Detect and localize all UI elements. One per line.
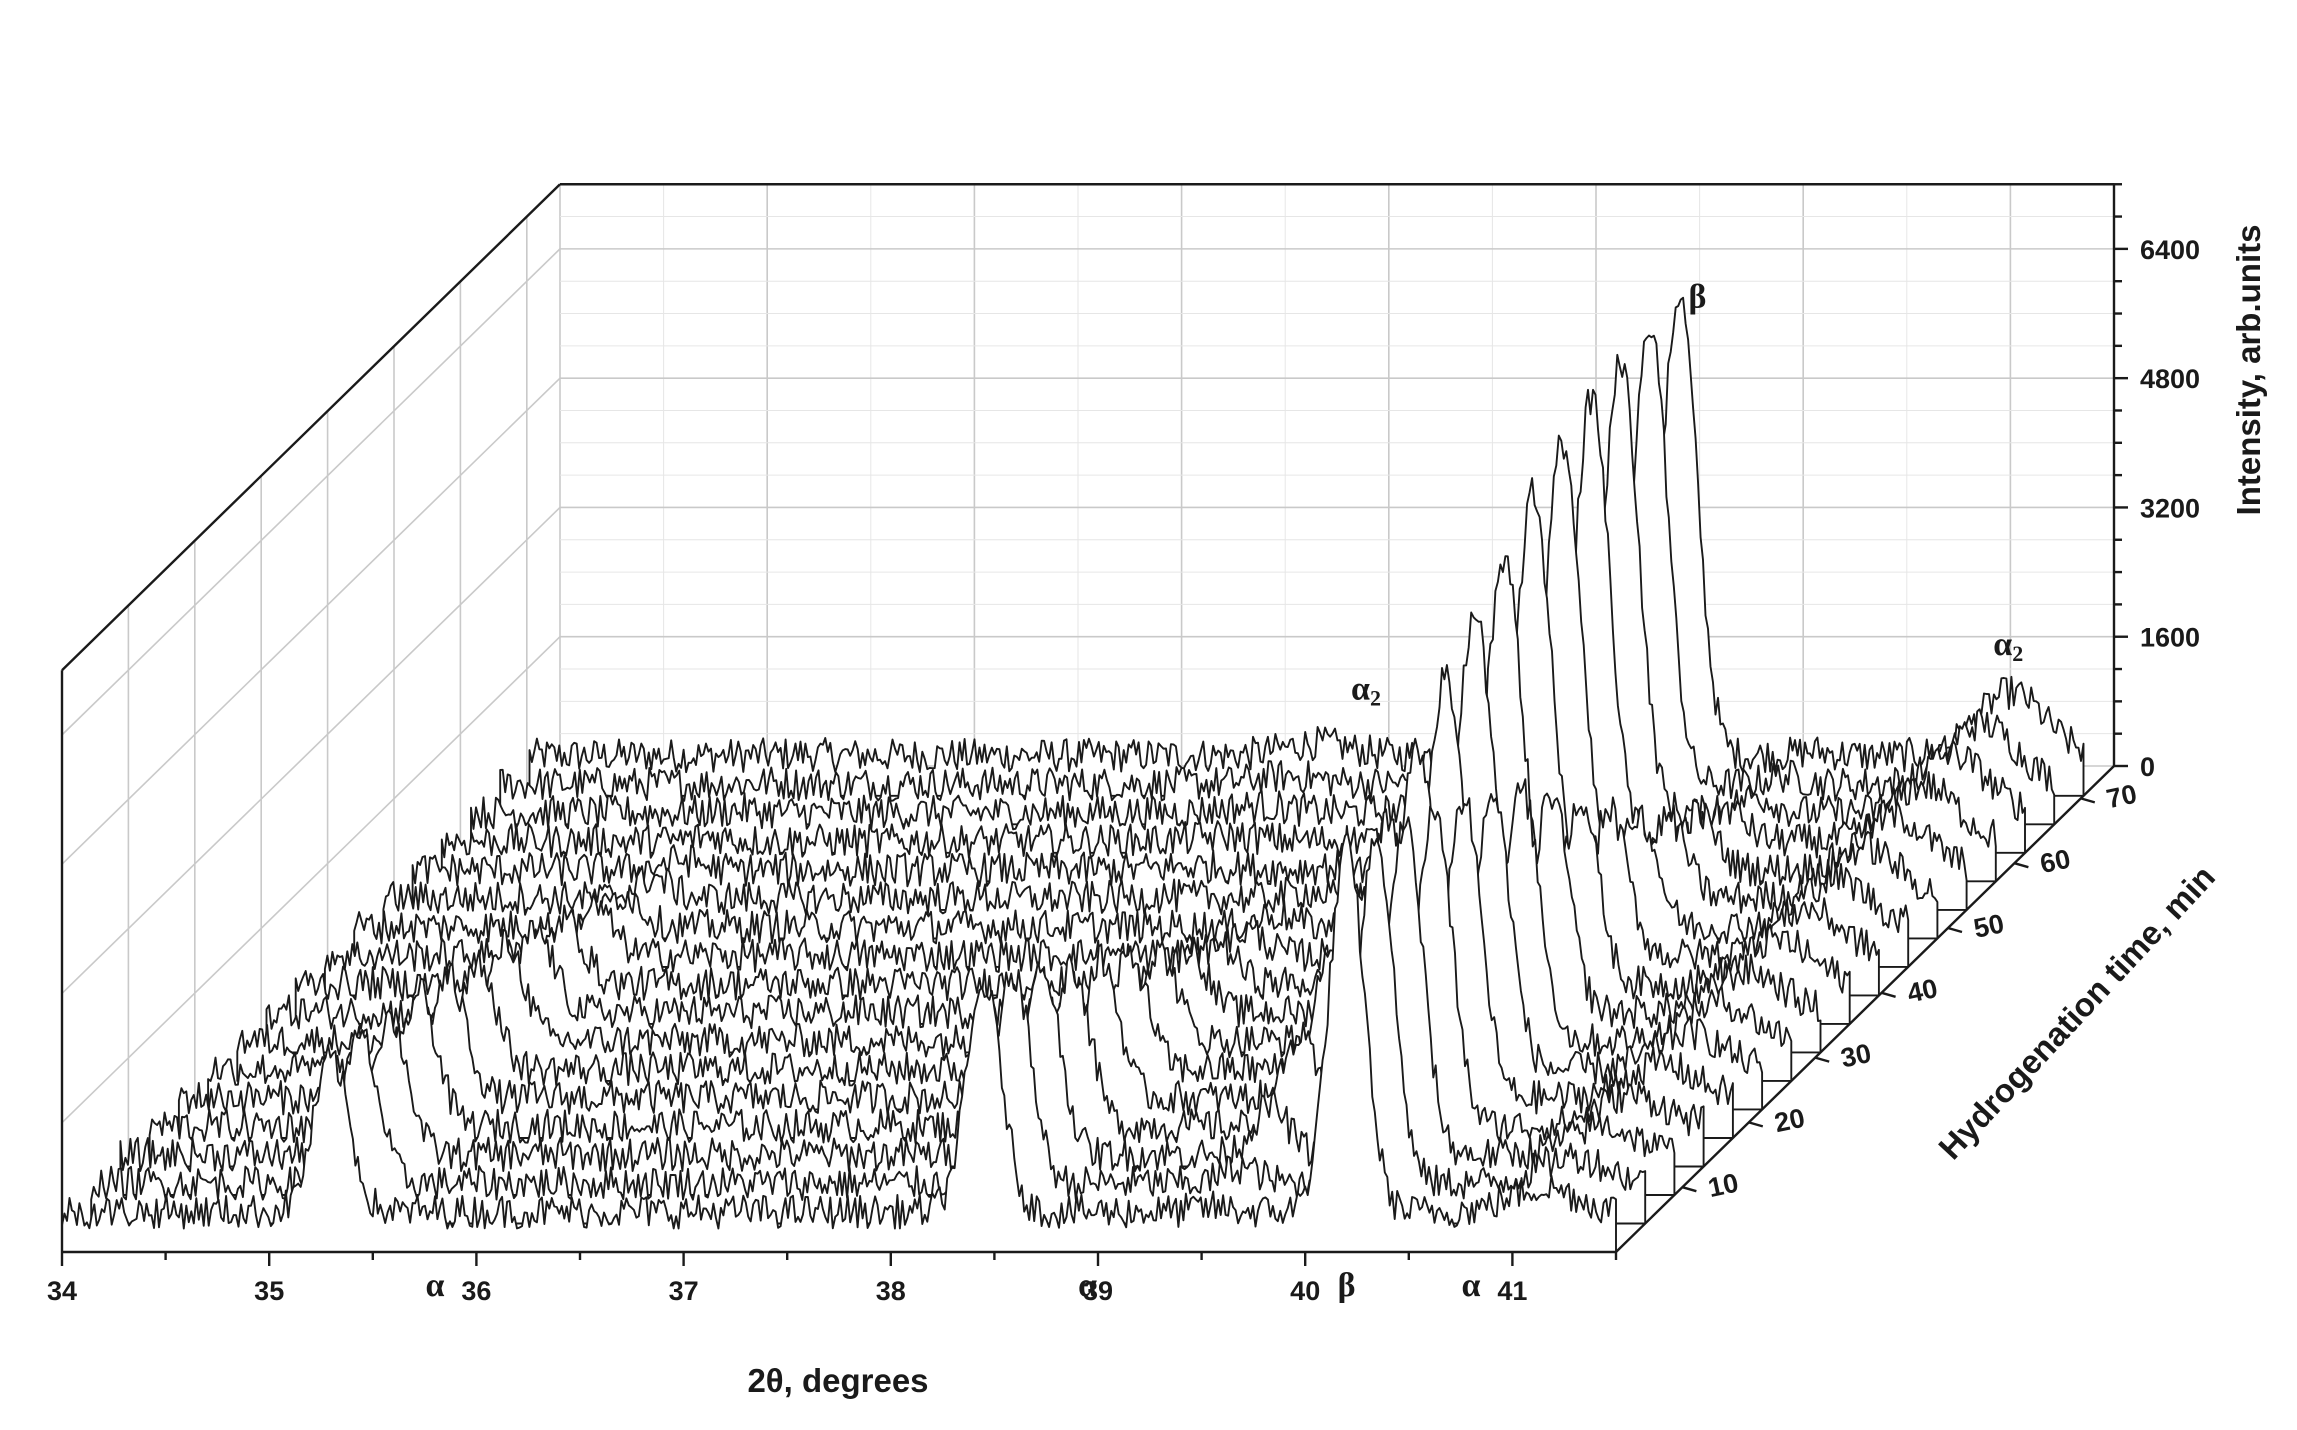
left-grid-hline [61, 636, 561, 1124]
x-tick-label: 35 [254, 1276, 284, 1306]
x-tick-label: 41 [1497, 1276, 1527, 1306]
spectrum-line-1 [61, 831, 1617, 1253]
spectrum-line-14 [440, 388, 1997, 883]
y-tick-mark [1814, 1056, 1830, 1063]
x-tick-label: 38 [876, 1276, 906, 1306]
z-axis-title: Intensity, arb.units [2230, 225, 2267, 516]
spectra-traces [61, 296, 2085, 1253]
y-tick-label: 10 [1705, 1167, 1741, 1203]
peak-label: β [1338, 1267, 1356, 1304]
x-tick-label: 39 [1083, 1276, 1113, 1306]
y-tick-label: 40 [1905, 973, 1941, 1009]
y-tick-mark [2014, 862, 2029, 869]
y-axis-title: Hydrogenation time, min [1931, 858, 2222, 1166]
back-wall-grid [559, 183, 2115, 767]
spectrum-line-13 [411, 434, 1968, 911]
x-tick-label: 34 [47, 1276, 77, 1306]
y-tick-label: 60 [2037, 843, 2073, 879]
spectrum-line-17 [528, 296, 2085, 797]
y-tick-mark [2080, 797, 2096, 804]
y-tick-mark [1682, 1186, 1697, 1193]
y-tick-mark [1947, 926, 1963, 934]
z-tick-label: 3200 [2140, 493, 2200, 523]
x-tick-label: 37 [669, 1276, 699, 1306]
z-tick-label: 6400 [2140, 235, 2200, 265]
left-grid-hline [61, 377, 561, 865]
x-axis-ticks: 34 35 36 37 38 39 40 41 [47, 1252, 1618, 1306]
z-tick-label: 4800 [2140, 364, 2200, 394]
peak-label: α [1078, 1267, 1097, 1304]
z-tick-label: 1600 [2140, 623, 2200, 653]
spectrum-line-16 [499, 334, 2056, 826]
peak-label: α [1461, 1267, 1480, 1304]
x-axis-title: 2θ, degrees [747, 1362, 928, 1399]
axis-frame [60, 183, 2116, 1254]
y-tick-label: 50 [1971, 908, 2007, 944]
spectrum-line-2 [90, 838, 1647, 1225]
left-grid-hline [61, 248, 561, 736]
spectrum-line-4 [148, 805, 1705, 1168]
x-tick-label: 36 [461, 1276, 491, 1306]
peak-label: α2 [1351, 670, 1381, 710]
peak-label: α2 [1993, 626, 2023, 666]
y-tick-label: 30 [1838, 1038, 1874, 1074]
y-tick-mark [1881, 991, 1896, 998]
y-tick-mark [1748, 1121, 1764, 1128]
z-tick-label: 0 [2140, 752, 2155, 782]
z-axis-ticks: 0 1600 3200 4800 6400 [2114, 183, 2200, 782]
left-wall-grid [61, 216, 561, 1252]
y-axis-ticks: 10 20 30 40 50 60 70 [1682, 779, 2139, 1203]
peak-label: α [425, 1267, 444, 1304]
y-tick-label: 70 [2104, 779, 2140, 815]
spectrum-line-15 [470, 353, 2026, 854]
peak-label: β [1689, 279, 1707, 316]
spectrum-line-3 [119, 816, 1676, 1196]
left-top-edge [61, 183, 561, 672]
y-axis-line [1615, 765, 2115, 1253]
x-tick-label: 40 [1290, 1276, 1320, 1306]
y-tick-label: 20 [1772, 1103, 1808, 1139]
left-grid-hline [61, 506, 561, 995]
